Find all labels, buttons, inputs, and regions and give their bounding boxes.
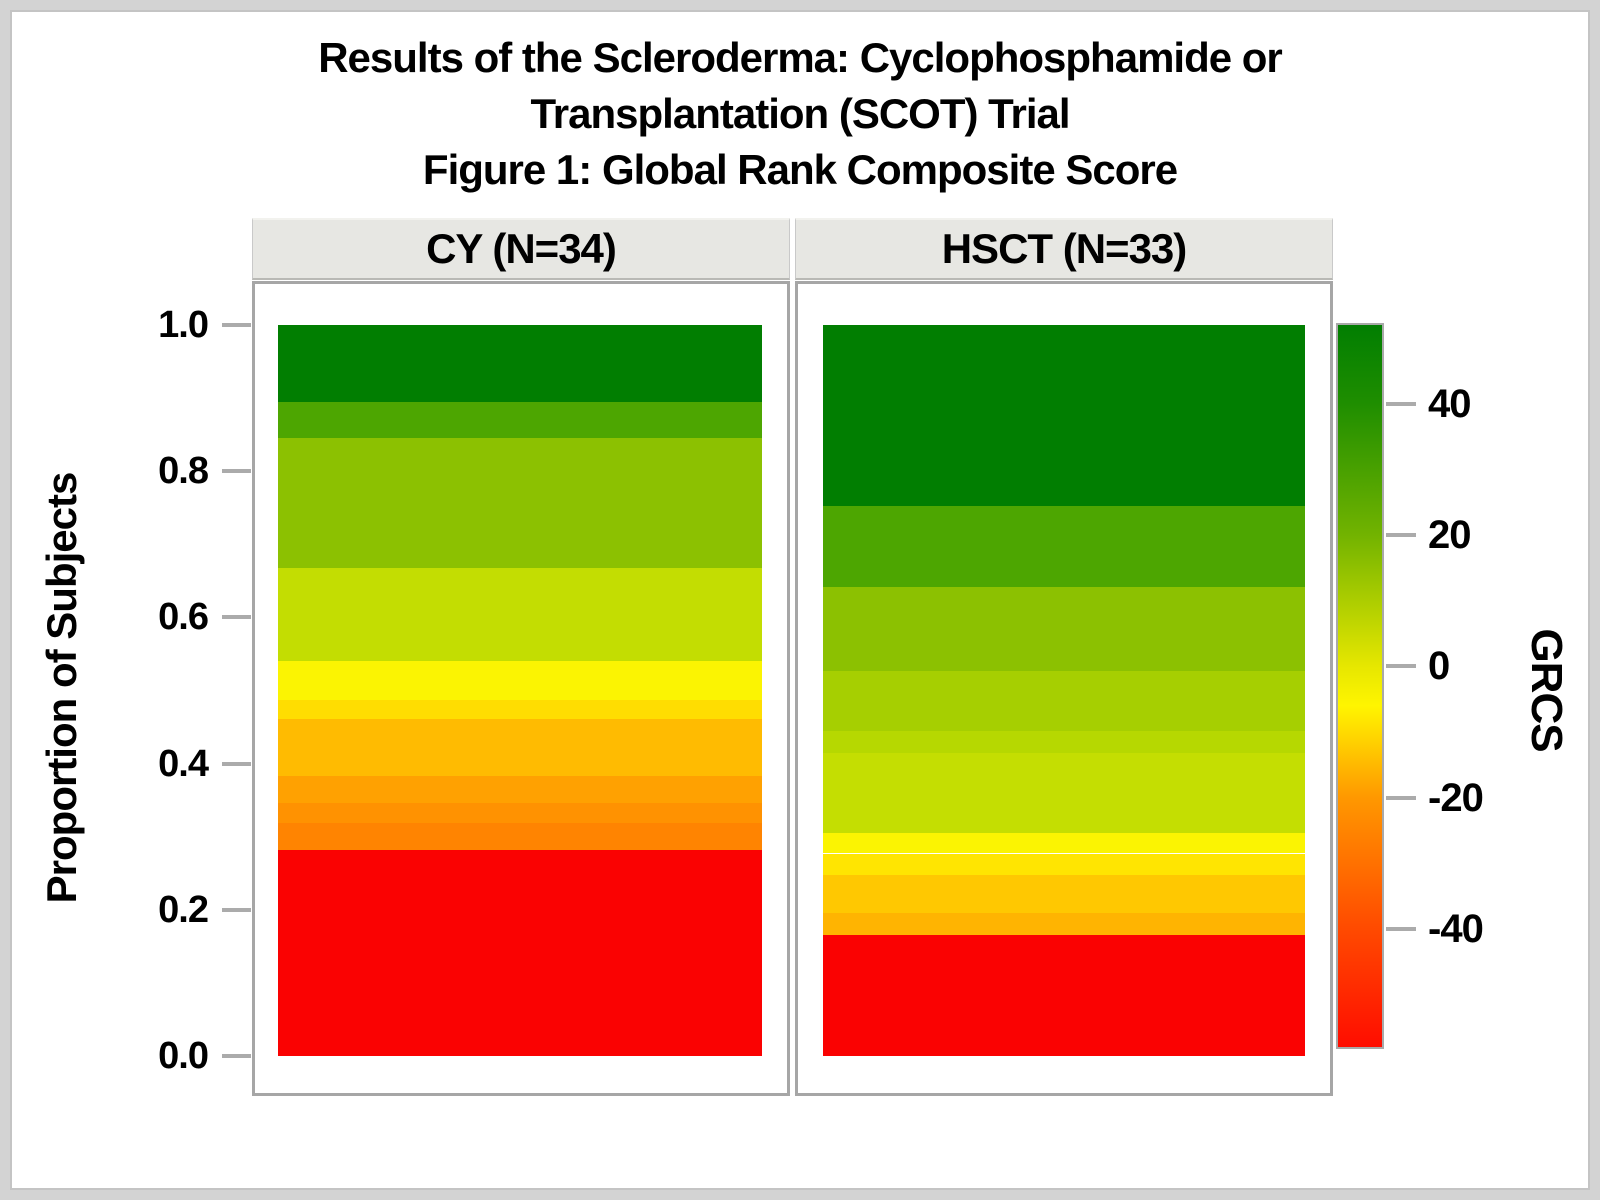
legend-gradient-ramp xyxy=(1336,323,1384,1049)
y-axis-tick-label: 0.6 xyxy=(158,596,209,639)
y-axis-tick-mark xyxy=(222,1054,251,1058)
legend-tick-mark xyxy=(1386,533,1416,538)
bar-segment-grcs xyxy=(823,853,1305,876)
legend-tick-label: -40 xyxy=(1428,906,1484,951)
bar-segment-grcs xyxy=(278,803,762,823)
chart-title-line-2: Transplantation (SCOT) Trial xyxy=(530,90,1070,137)
y-axis-tick-mark xyxy=(222,469,251,474)
legend-tick-mark xyxy=(1386,664,1416,669)
bar-segment-grcs xyxy=(823,325,1305,506)
bar-segment-grcs xyxy=(278,822,762,850)
bar-segment-grcs xyxy=(823,833,1305,854)
bar-segment-grcs xyxy=(823,587,1305,672)
y-axis-tick-label: 0.4 xyxy=(158,742,209,785)
y-axis-tick-mark xyxy=(222,323,251,327)
stacked-bar-cy xyxy=(278,325,762,1056)
panel-header-cy: CY (N=34) xyxy=(252,218,790,280)
legend-tick-label: 0 xyxy=(1428,644,1450,689)
y-axis-tick-mark xyxy=(222,761,251,766)
y-axis-title: Proportion of Subjects xyxy=(38,472,85,904)
legend-tick-mark xyxy=(1386,795,1416,800)
bar-segment-grcs xyxy=(278,325,762,402)
bar-segment-grcs xyxy=(278,849,762,1056)
bar-segment-grcs xyxy=(823,935,1305,1056)
bar-segment-grcs xyxy=(278,719,762,777)
bar-segment-grcs xyxy=(823,730,1305,753)
y-axis-tick-label: 0.8 xyxy=(158,450,209,493)
bar-segment-grcs xyxy=(278,568,762,662)
chart-title-line-3: Figure 1: Global Rank Composite Score xyxy=(422,146,1178,193)
legend-tick-label: -20 xyxy=(1428,775,1484,820)
bar-segment-grcs xyxy=(823,875,1305,914)
stacked-bar-hsct xyxy=(823,325,1305,1056)
legend-title: GRCS xyxy=(1522,628,1571,752)
bar-segment-grcs xyxy=(823,913,1305,936)
bar-segment-grcs xyxy=(278,401,762,438)
legend-tick-mark xyxy=(1386,926,1416,931)
bar-segment-grcs xyxy=(278,776,762,804)
y-axis-tick-label: 1.0 xyxy=(158,304,209,346)
y-axis-tick-mark xyxy=(222,907,251,912)
y-axis-tick-mark xyxy=(222,615,251,620)
legend-tick-label: 40 xyxy=(1428,381,1472,426)
bar-segment-grcs xyxy=(823,505,1305,588)
legend-tick-mark xyxy=(1386,401,1416,406)
panel-header-hsct: HSCT (N=33) xyxy=(795,218,1333,280)
bar-segment-grcs xyxy=(823,752,1305,834)
legend-tick-label: 20 xyxy=(1428,513,1472,558)
chart-title: Results of the Scleroderma: Cyclophospha… xyxy=(0,30,1600,198)
bar-segment-grcs xyxy=(278,700,762,719)
bar-segment-grcs xyxy=(278,661,762,700)
bar-segment-grcs xyxy=(278,437,762,569)
chart-title-line-1: Results of the Scleroderma: Cyclophospha… xyxy=(318,34,1283,81)
bar-segment-grcs xyxy=(823,671,1305,731)
y-axis-tick-label: 0.0 xyxy=(158,1035,209,1077)
y-axis-tick-label: 0.2 xyxy=(158,888,209,931)
